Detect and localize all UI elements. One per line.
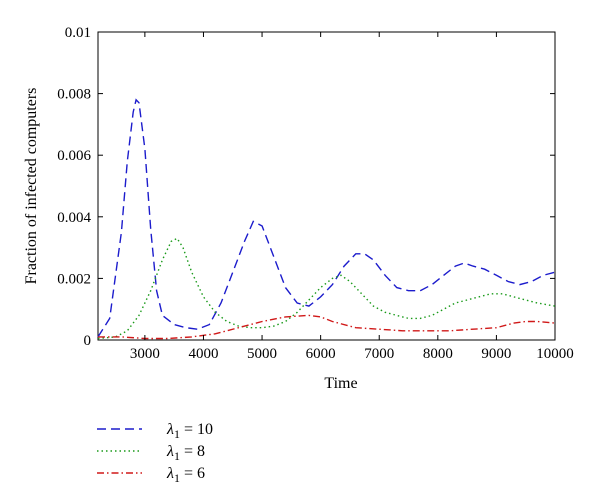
series-line-1 — [97, 98, 556, 338]
series-line-3 — [98, 314, 556, 340]
x-axis-title: Time — [324, 375, 357, 392]
x-tick-label: 3000 — [130, 346, 160, 362]
x-tick-label: 9000 — [481, 346, 511, 362]
x-tick-label: 10000 — [536, 346, 574, 362]
series-layer — [97, 98, 556, 340]
series-line-2 — [97, 237, 556, 340]
y-tick-label: 0.002 — [57, 271, 91, 287]
ticks-layer: 3000 4000 5000 6000 7000 8000 9000 10000 0 0.002 0… — [57, 25, 574, 362]
y-axis-title: Fraction of infected computers — [23, 88, 40, 285]
x-tick-label: 6000 — [306, 346, 336, 362]
legend-label-2: λ1 = 8 — [166, 443, 205, 463]
x-tick-label: 7000 — [364, 346, 394, 362]
plot-frame — [97, 31, 556, 341]
x-tick-label: 5000 — [247, 346, 277, 362]
legend-label-3: λ1 = 6 — [166, 465, 205, 485]
plot-border — [97, 31, 556, 341]
y-tick-label: 0.004 — [57, 210, 91, 226]
y-tick-label: 0.01 — [65, 25, 91, 41]
x-tick-label: 8000 — [423, 346, 453, 362]
x-tick-label: 4000 — [188, 346, 218, 362]
legend-label-1: λ1 = 10 — [166, 421, 213, 441]
y-tick-label: 0 — [84, 333, 92, 349]
y-tick-label: 0.008 — [57, 87, 91, 103]
y-tick-label: 0.006 — [57, 148, 91, 164]
